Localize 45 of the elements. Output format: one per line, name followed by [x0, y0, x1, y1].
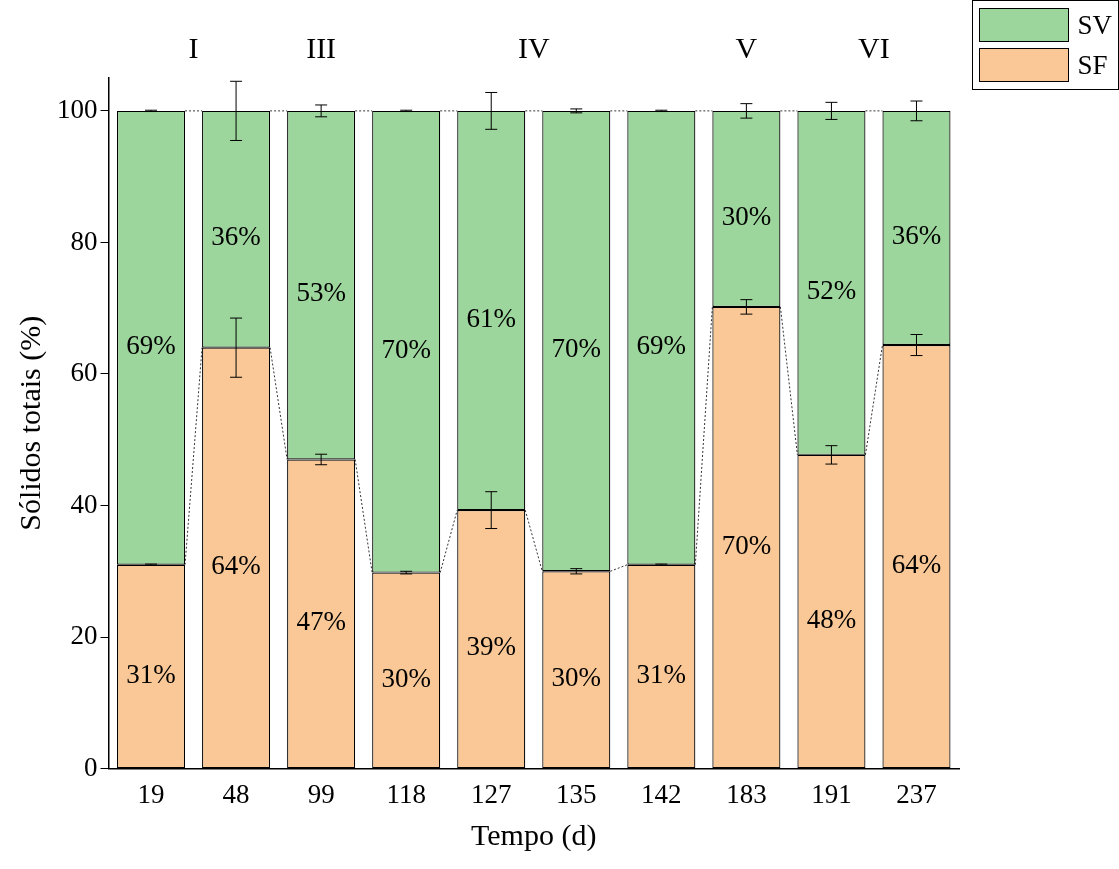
y-tick-label: 60	[70, 357, 98, 388]
text: V	[735, 30, 758, 64]
text: VI	[858, 30, 890, 64]
data-label: 30%	[381, 662, 431, 693]
data-label: 61%	[466, 302, 516, 333]
text: SV	[1077, 9, 1112, 41]
data-label: 70%	[721, 529, 772, 560]
x-tick-label: 127	[470, 778, 512, 809]
text: IV	[517, 30, 550, 64]
y-tick-label: 40	[70, 488, 98, 519]
data-label: 52%	[806, 274, 857, 305]
data-label: 36%	[891, 220, 942, 251]
y-tick-label: 0	[84, 751, 98, 782]
data-label: 53%	[296, 277, 346, 308]
data-label: 48%	[806, 603, 857, 634]
data-label: 69%	[636, 329, 687, 360]
y-axis-title: Sólidos totais (%)	[12, 315, 47, 531]
x-tick-label: 237	[896, 778, 937, 809]
data-label: 70%	[381, 333, 431, 364]
y-tick-label: 100	[57, 93, 98, 124]
data-label: 47%	[296, 606, 346, 637]
text: III	[306, 30, 337, 64]
x-tick-label: 142	[641, 778, 682, 809]
x-tick-label: 19	[137, 778, 165, 809]
data-label: 64%	[891, 548, 942, 579]
x-tick-label: 48	[222, 778, 250, 809]
y-tick-label: 80	[70, 225, 98, 256]
legend-label: SF	[1077, 49, 1108, 81]
x-axis-title: Tempo (d)	[471, 817, 597, 852]
data-label: 64%	[211, 550, 261, 581]
data-label: 70%	[551, 333, 602, 364]
x-tick-label: 118	[386, 778, 426, 809]
data-label: 39%	[466, 631, 516, 662]
data-label: 31%	[636, 658, 687, 689]
data-label: 30%	[551, 662, 602, 693]
x-tick-label: 191	[811, 778, 852, 809]
data-label: 30%	[721, 200, 772, 231]
data-label: 31%	[126, 658, 176, 689]
x-tick-label: 135	[556, 778, 597, 809]
x-tick-label: 183	[726, 778, 767, 809]
text: I	[188, 30, 199, 64]
x-tick-label: 99	[307, 778, 335, 809]
data-label: 69%	[126, 329, 176, 360]
data-label: 36%	[211, 221, 261, 252]
y-tick-label: 20	[70, 620, 98, 651]
